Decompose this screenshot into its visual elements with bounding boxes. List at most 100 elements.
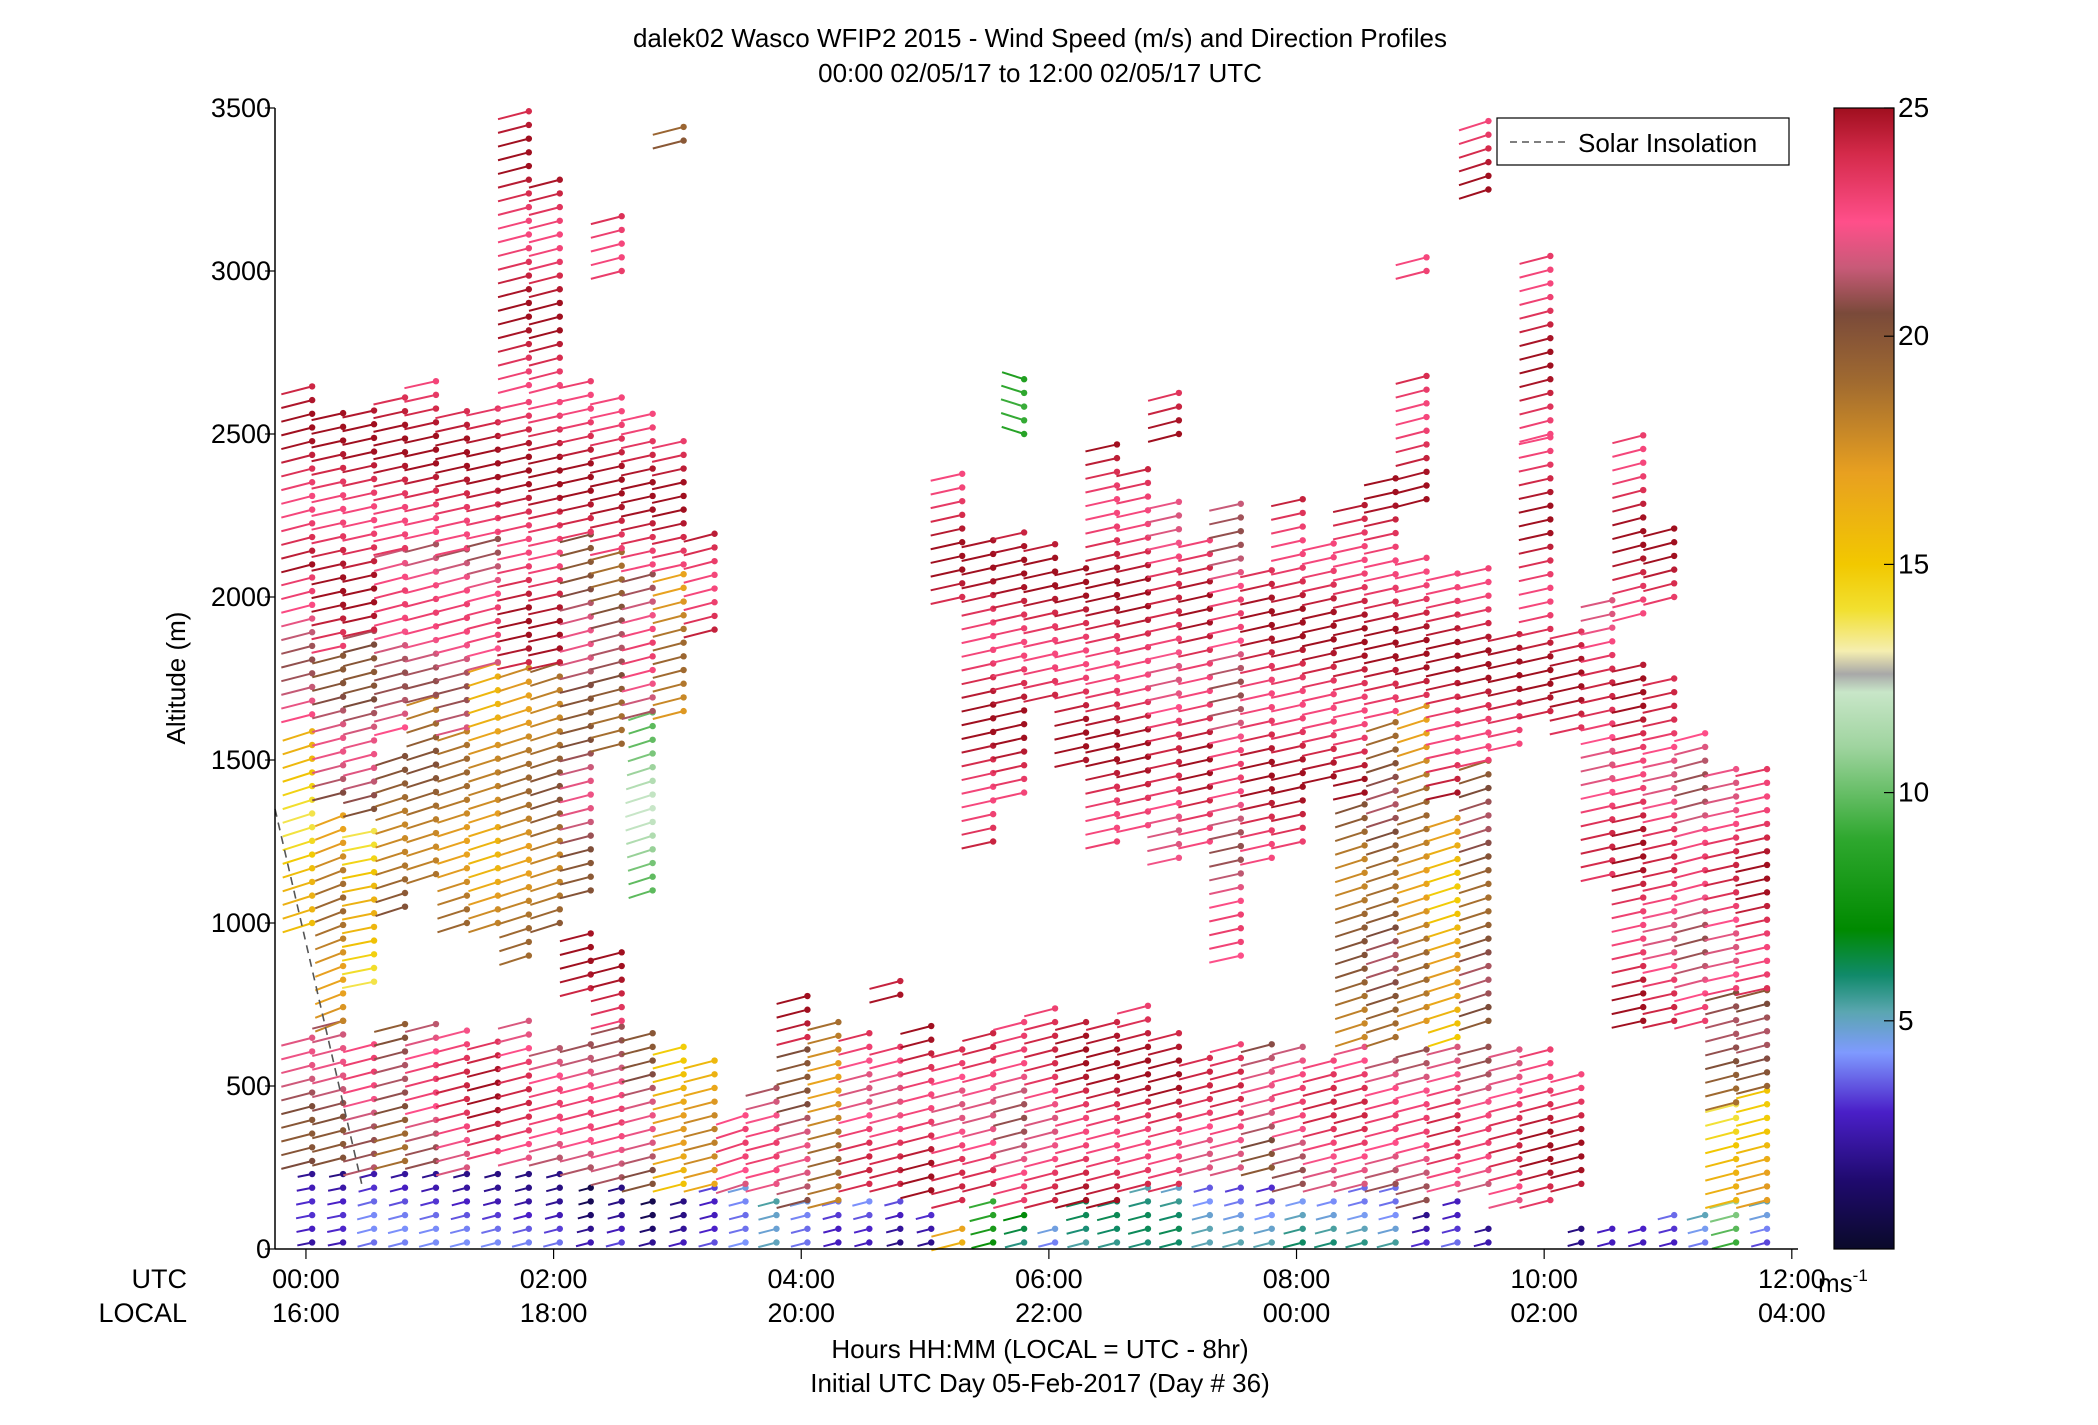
wind-barb-stem — [497, 260, 530, 271]
wind-barb-point — [525, 659, 533, 666]
wind-barb-stem — [628, 875, 653, 886]
wind-barb-point — [1113, 523, 1121, 530]
wind-barb-stem — [373, 1064, 406, 1075]
wind-barb-point — [1175, 690, 1183, 697]
wind-barb-stem — [1332, 750, 1365, 760]
wind-barb-point — [1051, 1196, 1059, 1204]
wind-barb-point — [1423, 468, 1430, 476]
wind-barb-point — [1454, 965, 1461, 972]
wind-barb-stem — [962, 1155, 994, 1166]
wind-barb-point — [1547, 1169, 1554, 1176]
wind-barb-point — [989, 1071, 997, 1078]
wind-barb-stem — [1705, 1101, 1737, 1112]
wind-barb-point — [1423, 386, 1430, 393]
wind-barb-point — [587, 432, 594, 440]
wind-barb-point — [587, 544, 594, 552]
wind-barb-point — [1020, 1046, 1028, 1053]
wind-barb-point — [1547, 612, 1554, 619]
wind-barb-stem — [314, 828, 344, 841]
wind-barb-stem — [1363, 532, 1396, 542]
wind-barb-stem — [497, 483, 530, 493]
wind-barb-point — [587, 1198, 594, 1205]
wind-barb-point — [1361, 1180, 1368, 1188]
chart-title-line2: 00:00 02/05/17 to 12:00 02/05/17 UTC — [818, 58, 1262, 88]
wind-barb-point — [556, 645, 563, 652]
wind-barb-stem — [1054, 1021, 1087, 1031]
wind-barb-point — [1175, 1125, 1183, 1133]
wind-barb-stem — [1735, 1002, 1768, 1013]
wind-barb-stem — [373, 492, 406, 502]
wind-barb-point — [1237, 1109, 1245, 1116]
wind-barb-point — [1206, 1239, 1214, 1246]
wind-barb-stem — [1642, 773, 1675, 783]
wind-barb-point — [1113, 701, 1121, 708]
wind-barb-point — [1175, 1084, 1183, 1092]
wind-barb-point — [432, 802, 440, 809]
wind-barb-stem — [1704, 946, 1737, 956]
wind-barb-stem — [1209, 694, 1242, 704]
wind-barb-point — [1640, 743, 1647, 751]
wind-barb-point — [463, 919, 471, 927]
wind-barb-point — [339, 707, 347, 714]
wind-barb-point — [1206, 1068, 1214, 1075]
wind-barb-point — [742, 1225, 749, 1232]
wind-barb-point — [1330, 1166, 1337, 1174]
wind-barb-stem — [1271, 1059, 1303, 1070]
wind-barb-stem — [437, 880, 468, 893]
wind-barb-point — [339, 1086, 347, 1093]
wind-barb-stem — [373, 644, 406, 655]
wind-barb-stem — [1054, 676, 1087, 686]
wind-barb-point — [494, 1198, 502, 1205]
wind-barb-stem — [626, 848, 653, 859]
wind-barb-stem — [497, 178, 530, 189]
wind-barb-point — [1640, 702, 1647, 710]
wind-barb-stem — [1085, 717, 1118, 727]
wind-barb-point — [556, 272, 563, 279]
wind-barb-point — [1547, 639, 1554, 646]
wind-barb-stem — [1209, 571, 1242, 581]
wind-barb-point — [1237, 664, 1245, 672]
wind-barb-point — [308, 892, 316, 899]
wind-barb-point — [432, 623, 440, 630]
wind-barb-point — [649, 625, 656, 633]
wind-barb-point — [1082, 1128, 1090, 1135]
wind-barb-stem — [1147, 788, 1180, 798]
wind-barb-stem — [1456, 704, 1489, 714]
wind-barb-point — [525, 1031, 533, 1038]
wind-barb-point — [1237, 651, 1245, 658]
y-axis-label: Altitude (m) — [161, 612, 191, 745]
wind-barb-stem — [437, 853, 468, 865]
wind-barb-stem — [530, 853, 561, 865]
wind-barb-stem — [1116, 1045, 1149, 1056]
wind-barb-stem — [590, 1135, 622, 1146]
wind-barb-point — [525, 590, 533, 597]
wind-barb-point — [1423, 1128, 1430, 1135]
wind-barb-stem — [342, 1056, 375, 1067]
wind-barb-stem — [1427, 912, 1458, 925]
wind-barb-stem — [1024, 1130, 1056, 1141]
wind-barb-stem — [1365, 762, 1396, 774]
wind-barb-stem — [869, 1141, 901, 1152]
wind-barb-point — [835, 1225, 842, 1232]
wind-barb-stem — [406, 845, 437, 858]
wind-barb-stem — [1457, 1073, 1489, 1084]
wind-barb-stem — [1085, 648, 1118, 658]
wind-barb-point — [1175, 1153, 1183, 1160]
wind-barb-point — [1423, 609, 1430, 616]
wind-barb-stem — [1004, 1241, 1025, 1249]
utc-tick-label: 12:00 — [1758, 1264, 1826, 1294]
wind-barb-stem — [900, 1038, 932, 1049]
wind-barb-stem — [1270, 580, 1303, 590]
wind-barb-point — [401, 1157, 409, 1165]
wind-barb-point — [1423, 400, 1430, 407]
wind-barb-point — [1670, 784, 1678, 792]
wind-barb-stem — [1209, 735, 1242, 745]
wind-barb-stem — [1240, 1125, 1273, 1136]
wind-barb-point — [649, 736, 656, 743]
wind-barb-stem — [373, 562, 406, 572]
wind-barb-point — [494, 823, 502, 831]
wind-barb-stem — [651, 467, 684, 477]
wind-barb-point — [1454, 1198, 1461, 1205]
wind-barb-stem — [1488, 1075, 1520, 1086]
